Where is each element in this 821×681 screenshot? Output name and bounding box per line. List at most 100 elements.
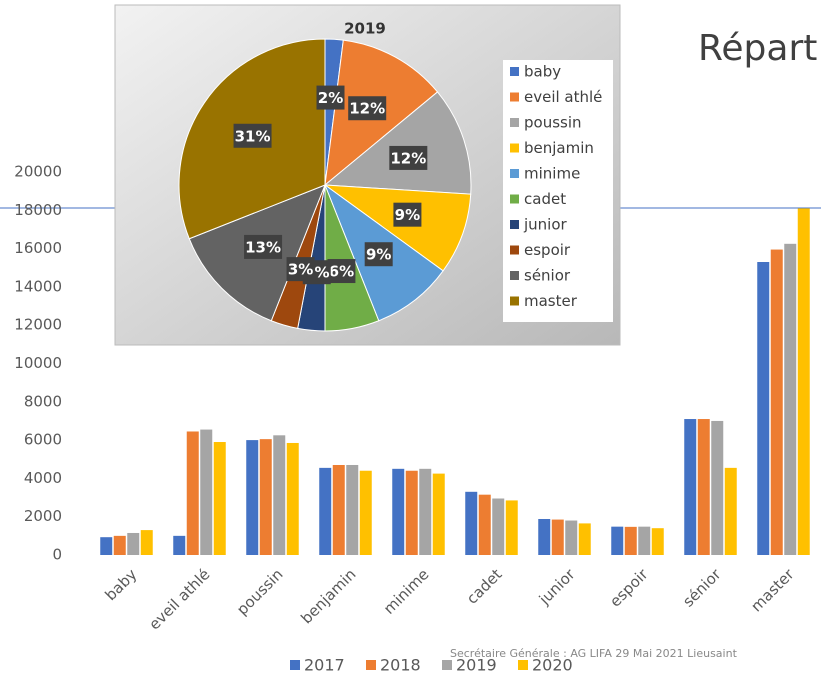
data-label-box [233, 123, 272, 148]
slide-title: Répart [698, 28, 817, 69]
data-label-box [364, 242, 393, 267]
data-label-box [327, 259, 356, 284]
bar [332, 464, 345, 555]
y-tick-label: 8000 [24, 392, 62, 410]
x-tick-label: eveil athlé [145, 565, 213, 633]
bar [392, 468, 405, 555]
x-tick-label: cadet [463, 565, 506, 608]
data-label-box [393, 202, 422, 227]
data-label: 2% [318, 89, 343, 107]
bar [757, 262, 770, 555]
legend-swatch [290, 660, 300, 670]
x-tick-label: poussin [233, 565, 286, 618]
data-label-box [348, 96, 387, 121]
bar [405, 470, 418, 555]
pie-title: 2019 [344, 20, 386, 38]
bar [113, 535, 126, 555]
x-tick-label: baby [102, 565, 141, 604]
bar [173, 535, 186, 555]
bar [770, 249, 783, 555]
data-label: 12% [390, 149, 426, 167]
y-tick-label: 2000 [24, 507, 62, 525]
legend-label: junior [523, 216, 568, 234]
legend-swatch [510, 118, 519, 127]
legend-label: 2017 [304, 656, 345, 675]
bar [246, 440, 259, 555]
footer: Secrétaire Générale : AG LIFA 29 Mai 202… [450, 647, 738, 660]
pie-slice [323, 184, 472, 272]
legend-label: 2018 [380, 656, 421, 675]
legend-swatch [510, 169, 519, 178]
bar [711, 420, 724, 555]
legend-label: minime [524, 165, 580, 183]
data-label-box [286, 257, 315, 282]
bar [100, 537, 113, 555]
bar [359, 470, 372, 555]
bar [200, 429, 213, 555]
bar [565, 520, 578, 555]
bar [286, 442, 299, 555]
bar [611, 526, 624, 555]
data-label-box [244, 234, 283, 259]
data-label: 31% [235, 127, 271, 145]
data-label: 9% [395, 206, 420, 224]
y-tick-label: 10000 [14, 354, 62, 372]
legend-label: cadet [524, 190, 566, 208]
x-tick-label: junior [535, 565, 579, 609]
bar [213, 442, 226, 555]
legend-box [503, 60, 613, 322]
y-tick-label: 18000 [14, 201, 62, 219]
y-tick-label: 6000 [24, 431, 62, 449]
x-tick-label: sénior [679, 565, 725, 611]
bar [273, 435, 286, 555]
bar [492, 498, 505, 555]
bar [419, 468, 432, 555]
legend-label: benjamin [524, 139, 594, 157]
bar [551, 519, 564, 555]
x-tick-label: master [747, 565, 798, 616]
y-tick-label: 14000 [14, 277, 62, 295]
legend-label: master [524, 292, 578, 310]
y-tick-label: 20000 [14, 163, 62, 181]
legend-swatch [510, 67, 519, 76]
legend-swatch [510, 143, 519, 153]
y-tick-label: 4000 [24, 469, 62, 487]
bar [432, 473, 445, 555]
legend-swatch [510, 92, 519, 102]
bar [140, 530, 153, 555]
bar [697, 419, 710, 555]
data-label: 13% [245, 238, 281, 256]
bar [478, 494, 491, 555]
x-tick-label: espoir [606, 565, 652, 611]
legend-swatch [510, 194, 519, 204]
y-tick-label: 16000 [14, 239, 62, 257]
legend-swatch [510, 220, 519, 229]
data-label-box [389, 145, 428, 170]
x-tick-label: benjamin [297, 565, 359, 627]
legend-label: poussin [524, 114, 582, 132]
data-label: 12% [349, 100, 385, 118]
y-tick-label: 12000 [14, 316, 62, 334]
legend-swatch [442, 660, 452, 670]
data-label: 3% [288, 261, 313, 279]
y-tick-label: 0 [52, 546, 62, 564]
legend-swatch [366, 660, 376, 670]
bar [259, 439, 272, 555]
bar [346, 464, 359, 555]
legend-label: 2019 [456, 656, 497, 675]
pie-slice [323, 91, 472, 195]
bar [538, 518, 551, 555]
data-label: 9% [366, 246, 391, 264]
bar [651, 528, 664, 555]
legend-label: espoir [524, 241, 571, 259]
legend-label: baby [524, 63, 561, 81]
legend-swatch [518, 660, 528, 670]
bar [724, 467, 737, 555]
bar [186, 431, 199, 555]
bar [624, 526, 637, 555]
legend-swatch [510, 296, 519, 306]
legend-label: eveil athlé [524, 88, 602, 106]
legend-swatch [510, 245, 519, 255]
